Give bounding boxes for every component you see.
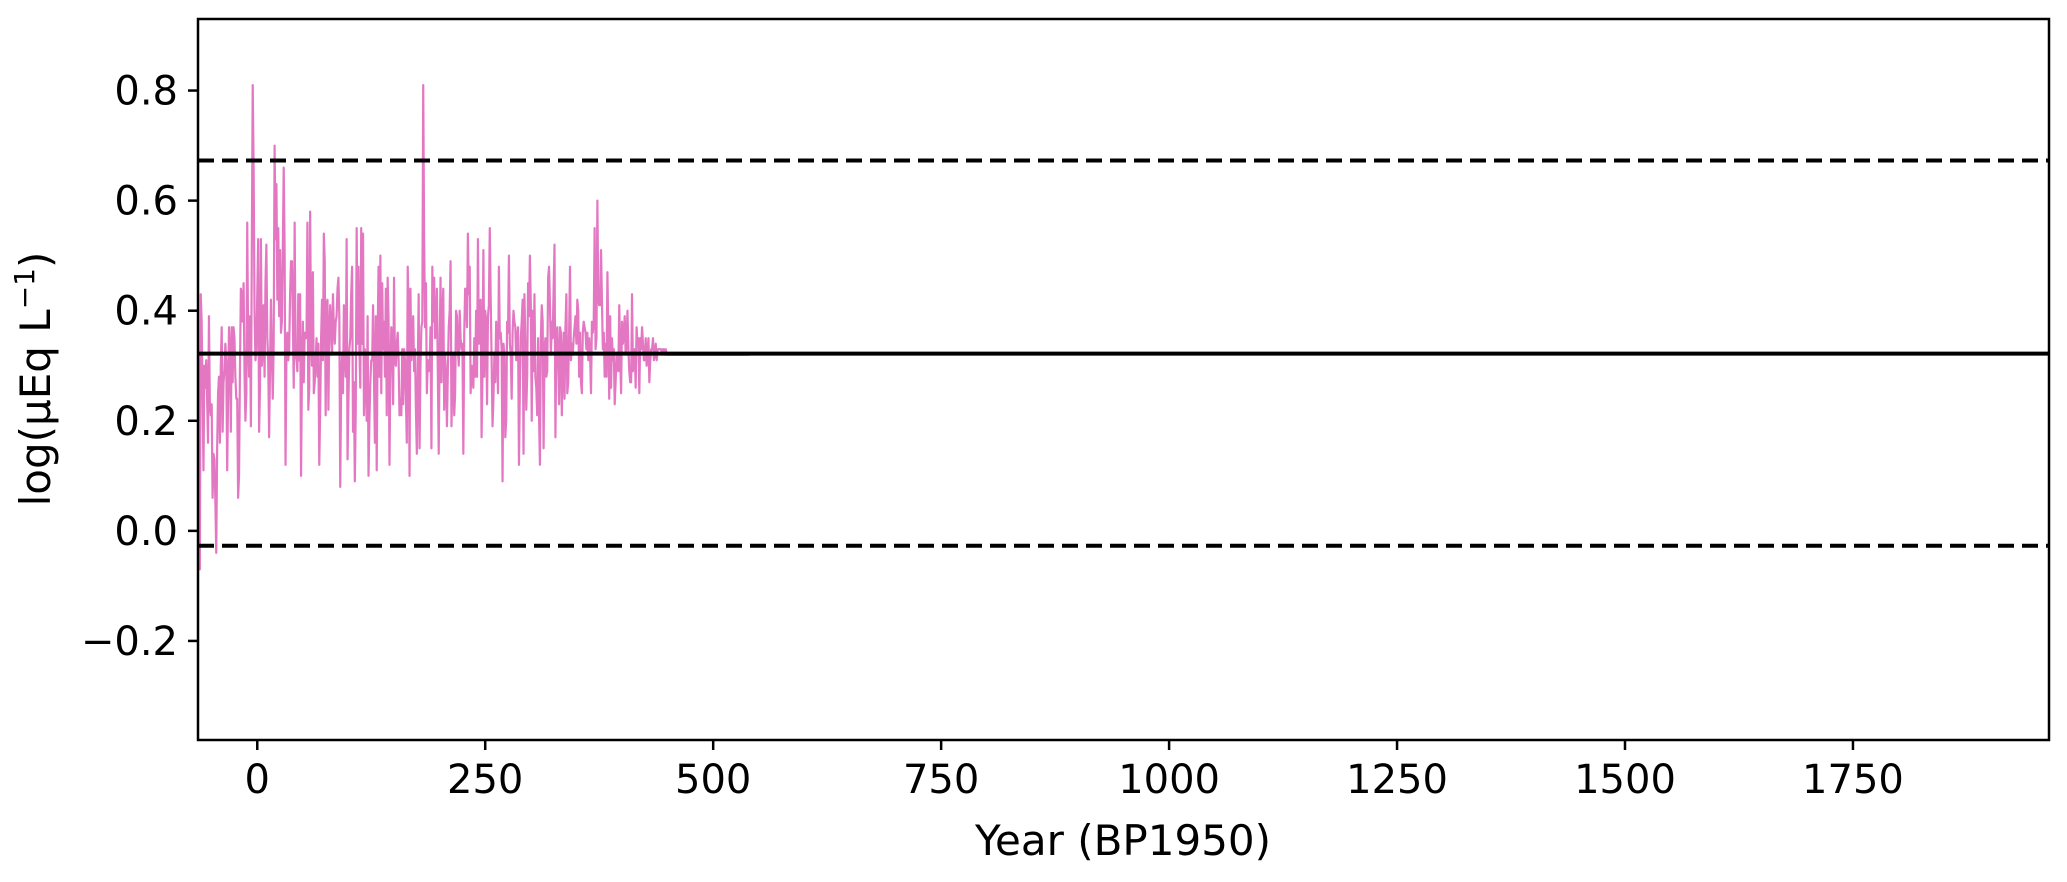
x-tick-label: 0	[245, 757, 270, 803]
x-tick-label: 250	[447, 757, 523, 803]
x-tick-label: 1250	[1346, 757, 1448, 803]
y-tick-label: 0.4	[114, 289, 178, 335]
series-line-0	[198, 83, 750, 571]
y-tick-label: 0.2	[114, 399, 178, 445]
x-tick-label: 1500	[1574, 757, 1676, 803]
y-axis-title-base: log(μEq L	[11, 309, 60, 507]
y-axis-title-close: )	[11, 252, 60, 268]
x-tick-label: 1000	[1118, 757, 1220, 803]
y-axis: −0.2 0.0 0.2 0.4 0.6 0.8	[81, 69, 198, 665]
svg-text:log(μEq L−1): log(μEq L−1)	[8, 252, 60, 507]
y-tick-label: 0.6	[114, 179, 178, 225]
x-tick-label: 1750	[1802, 757, 1904, 803]
y-tick-label: 0.8	[114, 69, 178, 115]
x-axis: 0 250 500 750 1000 1250 1500 1750	[245, 740, 1904, 803]
y-tick-label: −0.2	[81, 619, 178, 665]
plot-area	[198, 83, 2049, 571]
y-axis-title: log(μEq L−1)	[8, 252, 60, 507]
x-tick-label: 500	[675, 757, 751, 803]
x-axis-title: Year (BP1950)	[974, 816, 1271, 865]
y-axis-title-sup: −1	[8, 268, 41, 309]
y-tick-label: 0.0	[114, 509, 178, 555]
plot-frame	[196, 17, 2051, 742]
x-tick-label: 750	[903, 757, 979, 803]
